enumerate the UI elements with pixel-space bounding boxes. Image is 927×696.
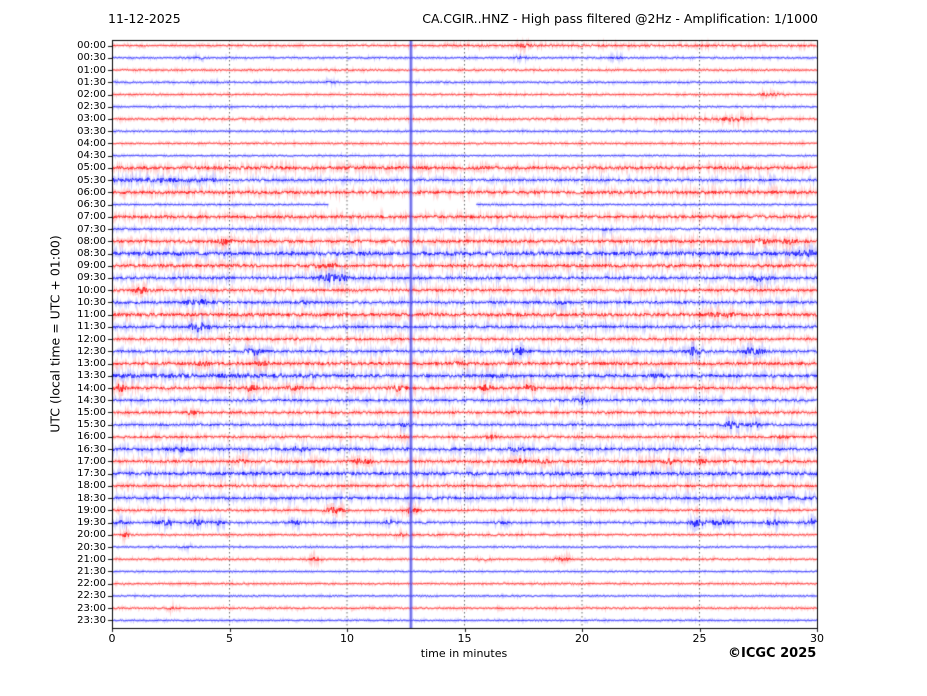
y-tick-label-19:30: 19:30: [77, 517, 106, 529]
y-tick-label-10:30: 10:30: [77, 296, 106, 308]
y-tick-label-15:30: 15:30: [77, 419, 106, 431]
y-tick-label-23:30: 23:30: [77, 614, 106, 626]
x-tick-label-20: 20: [575, 632, 589, 645]
plot-title: CA.CGIR..HNZ - High pass filtered @2Hz -…: [422, 11, 818, 26]
y-tick-label-06:30: 06:30: [77, 199, 106, 211]
y-tick-label-10:00: 10:00: [77, 284, 106, 296]
y-tick-label-14:30: 14:30: [77, 394, 106, 406]
y-tick-label-03:30: 03:30: [77, 125, 106, 137]
y-tick-label-20:00: 20:00: [77, 529, 106, 541]
y-tick-label-09:30: 09:30: [77, 272, 106, 284]
x-tick-label-5: 5: [226, 632, 233, 645]
y-tick-label-07:30: 07:30: [77, 223, 106, 235]
y-tick-label-17:30: 17:30: [77, 468, 106, 480]
y-tick-label-18:00: 18:00: [77, 480, 106, 492]
y-tick-label-12:00: 12:00: [77, 333, 106, 345]
y-tick-label-17:00: 17:00: [77, 455, 106, 467]
y-tick-label-01:30: 01:30: [77, 76, 106, 88]
x-tick-label-15: 15: [457, 632, 472, 645]
y-tick-label-08:30: 08:30: [77, 248, 106, 259]
y-tick-label-19:00: 19:00: [77, 504, 106, 516]
plot-date: 11-12-2025: [108, 11, 181, 26]
y-tick-label-05:00: 05:00: [77, 162, 106, 174]
y-tick-label-16:00: 16:00: [77, 431, 106, 443]
x-axis-label: time in minutes: [420, 647, 508, 660]
y-tick-label-13:30: 13:30: [77, 370, 106, 382]
y-tick-label-04:30: 04:30: [77, 150, 106, 162]
y-tick-label-02:00: 02:00: [77, 89, 106, 101]
y-tick-label-03:00: 03:00: [77, 113, 106, 125]
y-tick-label-18:30: 18:30: [77, 492, 106, 504]
y-tick-label-01:00: 01:00: [77, 64, 106, 76]
x-tick-label-0: 0: [108, 632, 116, 645]
y-tick-label-04:00: 04:00: [77, 137, 106, 149]
y-tick-label-00:00: 00:00: [77, 40, 106, 52]
x-tick-label-10: 10: [340, 632, 354, 645]
y-tick-label-11:30: 11:30: [77, 321, 106, 333]
x-tick-label-25: 25: [692, 632, 707, 645]
y-tick-label-23:00: 23:00: [77, 602, 106, 614]
copyright-credit: ©ICGC 2025: [728, 646, 817, 661]
y-tick-label-00:30: 00:30: [77, 52, 106, 64]
y-tick-label-20:30: 20:30: [77, 541, 106, 553]
y-tick-label-11:00: 11:00: [77, 309, 106, 321]
y-tick-label-22:30: 22:30: [77, 590, 106, 602]
y-tick-label-22:00: 22:00: [77, 578, 106, 590]
y-tick-label-02:30: 02:30: [77, 101, 106, 113]
y-tick-label-07:00: 07:00: [77, 211, 106, 223]
y-tick-label-13:00: 13:00: [77, 358, 106, 370]
y-tick-label-06:00: 06:00: [77, 186, 106, 198]
y-tick-label-15:00: 15:00: [77, 406, 106, 418]
y-tick-label-16:30: 16:30: [77, 443, 106, 455]
y-tick-label-21:00: 21:00: [77, 553, 106, 565]
x-tick-label-30: 30: [810, 632, 824, 645]
y-tick-label-21:30: 21:30: [77, 565, 106, 577]
y-tick-label-08:00: 08:00: [77, 235, 106, 247]
y-tick-label-12:30: 12:30: [77, 345, 106, 357]
y-tick-label-09:00: 09:00: [77, 260, 106, 272]
y-tick-label-14:00: 14:00: [77, 382, 106, 394]
y-tick-label-05:30: 05:30: [77, 174, 106, 186]
